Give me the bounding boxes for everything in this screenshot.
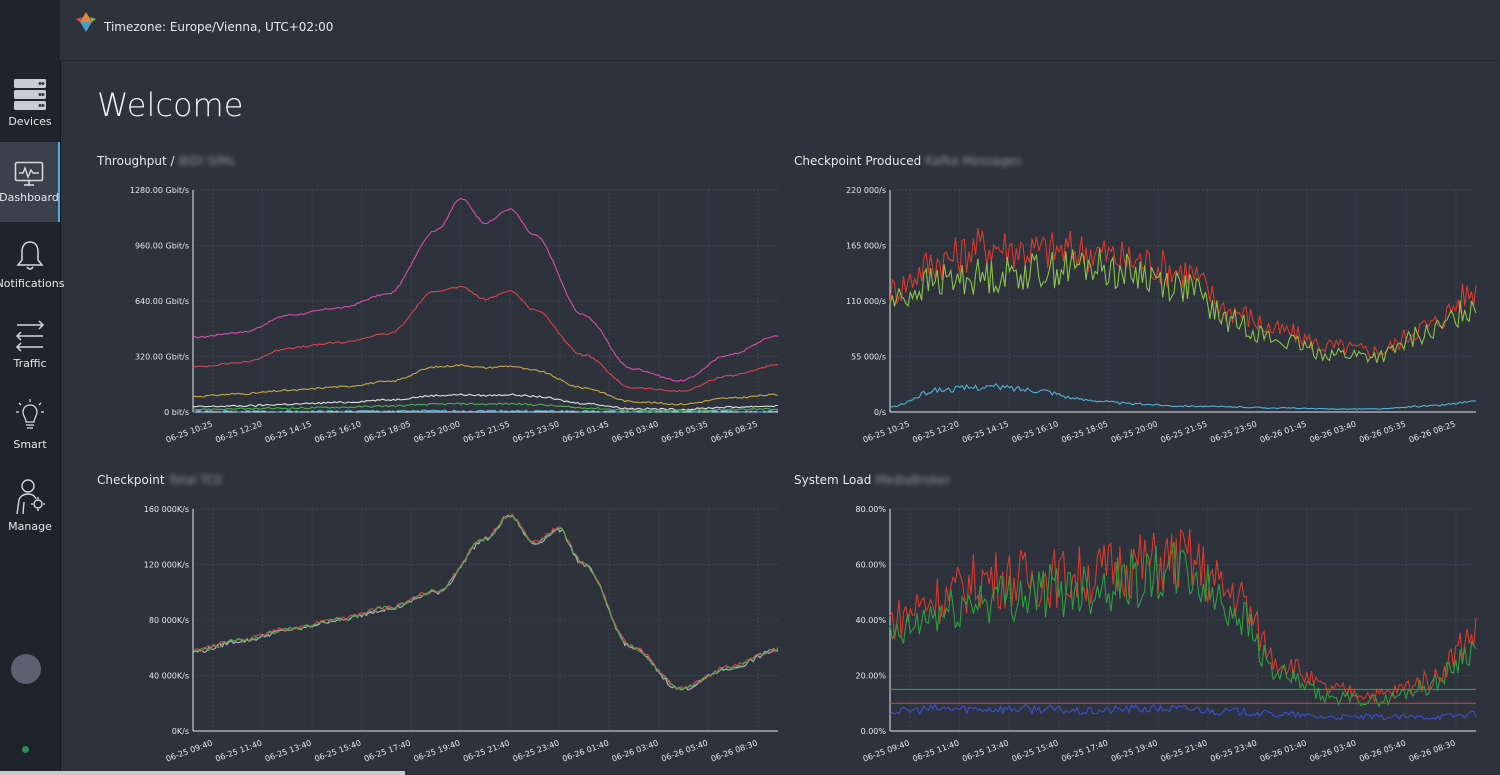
sidebar-item-label: Notifications	[0, 276, 65, 290]
sidebar-item-traffic[interactable]: Traffic	[0, 304, 60, 384]
y-tick-label: 0 bit/s	[164, 408, 189, 417]
x-tick-label: 06-26 08:30	[1408, 738, 1457, 763]
x-tick-label: 06-25 09:40	[862, 738, 911, 763]
panel-title-system-load: System Load MediaBroker	[794, 473, 951, 487]
x-tick-label: 06-26 01:40	[1259, 738, 1308, 763]
panel-subtitle: Kafka Messages	[925, 154, 1022, 168]
panel-subtitle: BIDI SIMs	[178, 154, 235, 168]
panel-title-throughput: Throughput / BIDI SIMs	[97, 154, 235, 168]
x-tick-label: 06-25 15:40	[1011, 738, 1060, 763]
x-tick-label: 06-25 23:40	[1209, 738, 1258, 763]
y-tick-label: 40 000K/s	[149, 672, 189, 681]
series-line	[889, 228, 1477, 359]
x-tick-label: 06-26 03:40	[1308, 738, 1357, 763]
y-tick-label: 1280.00 Gbit/s	[130, 186, 189, 195]
sidebar-item-label: Traffic	[13, 356, 47, 370]
sidebar-item-dashboard[interactable]: Dashboard	[0, 142, 60, 222]
sidebar-item-label: Devices	[8, 114, 52, 128]
y-tick-label: 640.00 Gbit/s	[135, 297, 189, 306]
panel-title-checkpoint-produced: Checkpoint Produced Kafka Messages	[794, 154, 1022, 168]
sidebar-item-label: Smart	[13, 437, 47, 451]
horizontal-scrollbar[interactable]	[0, 771, 405, 775]
x-tick-label: 06-25 11:40	[911, 738, 960, 763]
logo-icon	[76, 12, 96, 32]
series-line	[192, 513, 779, 691]
y-tick-label: 110 000/s	[846, 297, 886, 306]
y-tick-label: 165 000/s	[846, 242, 886, 251]
y-tick-label: 0/s	[874, 408, 886, 417]
user-gear-icon	[16, 478, 45, 514]
sidebar-item-label: Dashboard	[0, 190, 59, 204]
series-line	[192, 514, 778, 691]
monitor-icon	[14, 161, 44, 186]
y-tick-label: 80.00%	[855, 505, 886, 514]
page-title: Welcome	[97, 86, 244, 124]
y-tick-label: 0.00%	[861, 727, 887, 736]
y-tick-label: 320.00 Gbit/s	[135, 353, 189, 362]
series-line	[192, 364, 779, 406]
timezone-label: Timezone: Europe/Vienna, UTC+02:00	[104, 20, 334, 34]
series-line	[889, 703, 1477, 721]
y-tick-label: 40.00%	[855, 616, 886, 625]
y-tick-label: 20.00%	[855, 672, 886, 681]
series-line	[192, 285, 779, 393]
x-tick-label: 06-25 13:40	[961, 738, 1010, 763]
x-tick-label: 06-25 17:40	[1060, 738, 1109, 763]
x-tick-label: 06-26 05:40	[1358, 738, 1407, 763]
panel-subtitle: Total TCE	[168, 473, 223, 487]
server-icon	[14, 78, 46, 110]
series-line	[192, 402, 779, 412]
y-tick-label: 120 000K/s	[144, 561, 189, 570]
series-line	[889, 528, 1477, 703]
x-tick-label: 06-25 21:40	[1160, 738, 1209, 763]
sidebar-item-label: Manage	[8, 519, 52, 533]
series-line	[192, 409, 779, 413]
y-tick-label: 160 000K/s	[144, 505, 189, 514]
sidebar-item-manage[interactable]: Manage	[0, 464, 60, 544]
header: Timezone: Europe/Vienna, UTC+02:00	[60, 0, 1500, 61]
status-indicator	[22, 746, 29, 753]
y-tick-label: 960.00 Gbit/s	[135, 242, 189, 251]
series-line	[889, 541, 1477, 708]
arrows-icon	[15, 319, 45, 352]
series-line	[889, 248, 1477, 364]
y-tick-label: 60.00%	[855, 561, 886, 570]
sidebar-item-devices[interactable]: Devices	[0, 62, 60, 142]
series-line	[192, 197, 779, 382]
sidebar: Devices Dashboard Notifications Traffic	[0, 0, 64, 775]
y-tick-label: 55 000/s	[851, 353, 886, 362]
bell-icon	[16, 240, 44, 270]
avatar[interactable]	[11, 654, 41, 684]
panel-title-checkpoint: Checkpoint Total TCE	[97, 473, 223, 487]
sidebar-item-notifications[interactable]: Notifications	[0, 224, 64, 304]
series-line	[889, 383, 1477, 410]
lightbulb-icon	[16, 398, 44, 429]
y-tick-label: 220 000/s	[846, 186, 886, 195]
x-tick-label: 06-25 19:40	[1110, 738, 1159, 763]
sidebar-item-smart[interactable]: Smart	[0, 384, 60, 464]
y-tick-label: 80 000K/s	[149, 616, 189, 625]
panel-subtitle: MediaBroker	[875, 473, 951, 487]
y-tick-label: 0K/s	[172, 727, 189, 736]
